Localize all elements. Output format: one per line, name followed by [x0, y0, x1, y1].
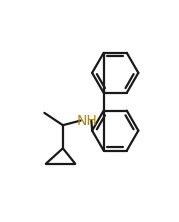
Text: NH: NH: [76, 114, 97, 128]
